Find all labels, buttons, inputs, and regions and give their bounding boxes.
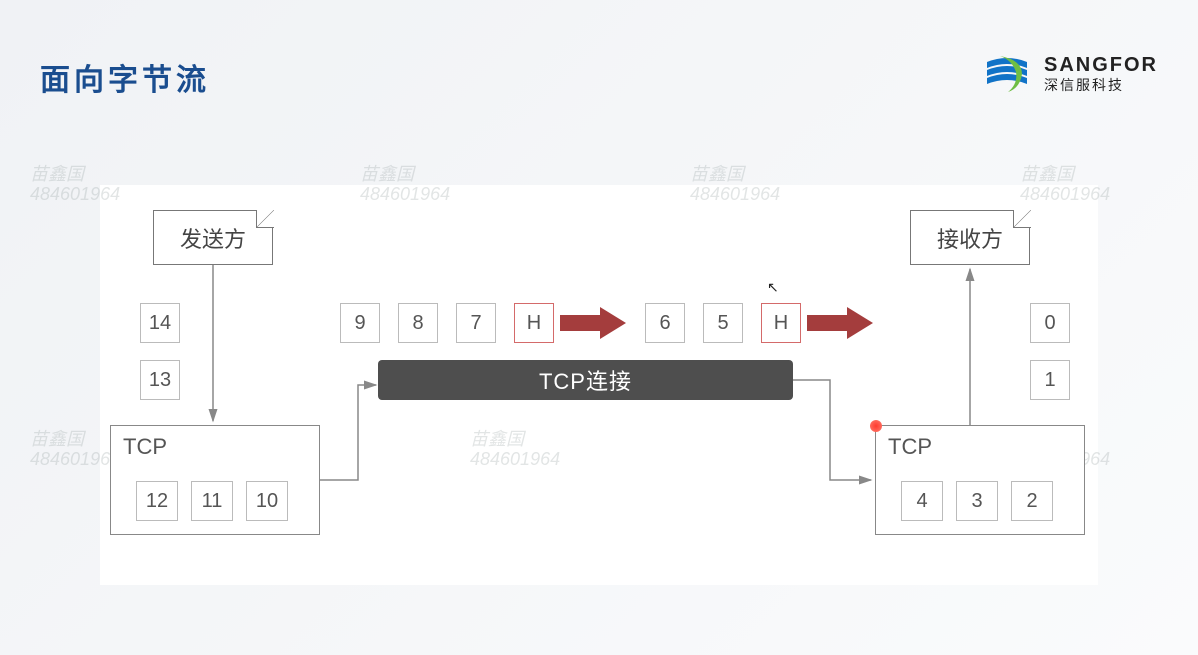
tcp-receiver-box: TCP 4 3 2 (875, 425, 1085, 535)
watermark: 苗鑫国484601964 (360, 165, 450, 205)
slide-title: 面向字节流 (40, 55, 210, 99)
buffer-cell: 2 (1011, 481, 1053, 521)
tcp-connection-bar: TCP连接 (378, 360, 793, 400)
brand-name-en: SANGFOR (1044, 53, 1158, 77)
buffer-cell: 3 (956, 481, 998, 521)
buffer-cell: 12 (136, 481, 178, 521)
packet-arrow-icon (558, 307, 628, 339)
byte-cell: 0 (1030, 303, 1070, 343)
header-cell: H (514, 303, 554, 343)
byte-cell: 14 (140, 303, 180, 343)
brand-name-cn: 深信服科技 (1044, 77, 1158, 94)
receiver-node: 接收方 (910, 210, 1030, 265)
byte-cell: 8 (398, 303, 438, 343)
byte-cell: 7 (456, 303, 496, 343)
buffer-cell: 11 (191, 481, 233, 521)
byte-cell: 6 (645, 303, 685, 343)
sangfor-logo-icon (982, 48, 1032, 98)
buffer-cell: 4 (901, 481, 943, 521)
byte-cell: 9 (340, 303, 380, 343)
tcp-label: TCP (888, 434, 932, 460)
watermark: 苗鑫国484601964 (30, 165, 120, 205)
tcp-stream-diagram: 苗鑫国484601964 苗鑫国484601964 苗鑫国484601964 苗… (100, 185, 1098, 585)
pointer-dot-icon (870, 420, 882, 432)
watermark: 苗鑫国484601964 (690, 165, 780, 205)
header-cell: H (761, 303, 801, 343)
byte-cell: 1 (1030, 360, 1070, 400)
sender-label: 发送方 (180, 222, 246, 254)
byte-cell: 5 (703, 303, 743, 343)
tcp-sender-box: TCP 12 11 10 (110, 425, 320, 535)
receiver-label: 接收方 (937, 222, 1003, 254)
brand-block: SANGFOR 深信服科技 (982, 48, 1158, 98)
tcp-label: TCP (123, 434, 167, 460)
buffer-cell: 10 (246, 481, 288, 521)
watermark: 苗鑫国484601964 (470, 430, 560, 470)
watermark: 苗鑫国484601964 (30, 430, 120, 470)
watermark: 苗鑫国484601964 (1020, 165, 1110, 205)
sender-node: 发送方 (153, 210, 273, 265)
packet-arrow-icon (805, 307, 875, 339)
mouse-cursor-icon: ↖ (767, 279, 779, 296)
byte-cell: 13 (140, 360, 180, 400)
